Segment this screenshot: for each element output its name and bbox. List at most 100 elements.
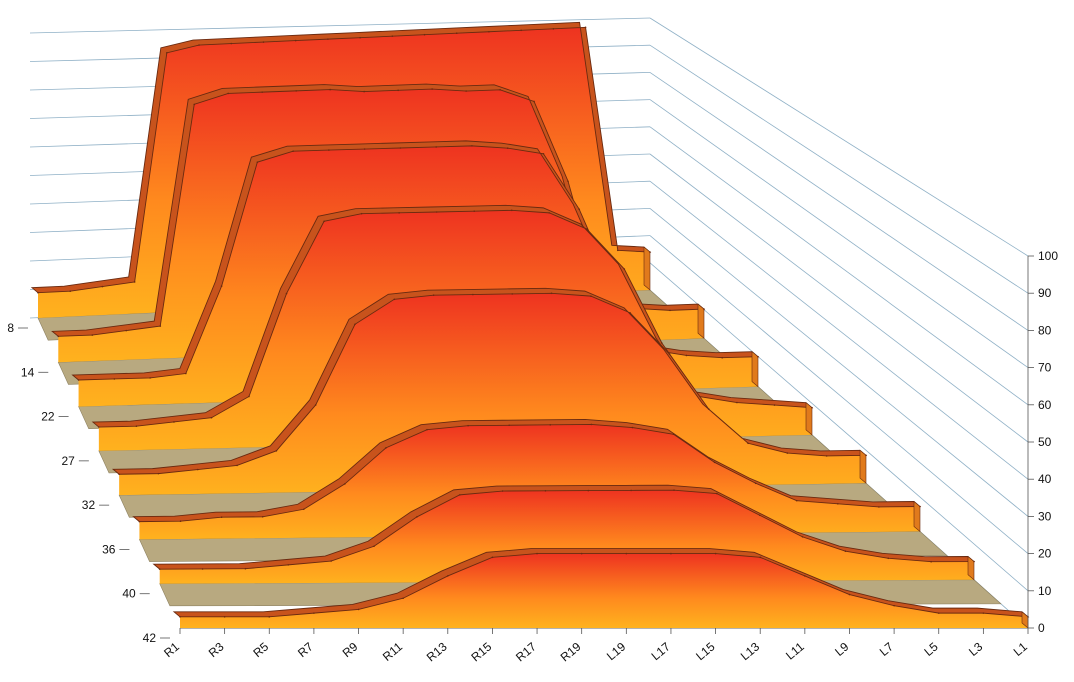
data-point — [385, 447, 387, 449]
x-tick-label: R1 — [161, 639, 182, 660]
data-point — [179, 616, 181, 618]
data-point — [227, 92, 230, 95]
x-tick-label: L1 — [1011, 639, 1030, 659]
data-point — [133, 281, 136, 283]
series-end-cap-32 — [859, 449, 867, 484]
x-tick-label: L11 — [783, 639, 807, 662]
x-tick-label: R3 — [206, 639, 227, 660]
data-point — [491, 556, 494, 559]
data-point — [323, 220, 325, 223]
data-point — [669, 309, 671, 312]
data-point — [919, 505, 921, 508]
side-gridline — [649, 235, 1029, 554]
data-point — [158, 568, 161, 570]
data-point — [295, 90, 297, 92]
data-point — [248, 395, 250, 398]
data-point — [536, 552, 538, 555]
data-point — [313, 612, 315, 614]
data-point — [758, 514, 761, 517]
data-point — [590, 295, 592, 297]
data-point — [506, 147, 509, 149]
data-point — [157, 472, 160, 475]
data-point — [520, 29, 522, 32]
x-tick-label: R7 — [295, 639, 316, 660]
data-point — [631, 426, 634, 429]
x-tick-label: L7 — [877, 639, 896, 659]
data-point — [101, 285, 104, 288]
z-tick-label: 30 — [1038, 509, 1052, 523]
data-point — [344, 483, 346, 485]
series-end-cap-8 — [643, 246, 651, 291]
data-point — [533, 100, 535, 103]
data-point — [488, 30, 490, 33]
data-point — [549, 424, 552, 426]
data-point — [359, 36, 361, 39]
side-gridline — [649, 17, 1029, 257]
z-tick-label: 0 — [1038, 621, 1045, 635]
data-point — [550, 292, 553, 295]
data-point — [844, 550, 847, 553]
side-gridline — [649, 208, 1029, 517]
side-gridline — [649, 153, 1029, 443]
data-point — [685, 354, 688, 357]
data-point — [256, 161, 259, 163]
data-point — [786, 452, 789, 454]
data-point — [135, 425, 138, 428]
x-tick-label: R9 — [340, 639, 361, 660]
data-point — [937, 612, 940, 614]
data-point — [37, 291, 39, 294]
series-end-cap-40 — [967, 555, 975, 581]
data-point — [91, 334, 94, 336]
data-point — [508, 424, 510, 427]
data-point — [499, 88, 501, 91]
data-point — [590, 423, 593, 426]
data-point — [703, 308, 705, 310]
data-point — [149, 377, 151, 379]
data-point — [328, 149, 330, 151]
data-point — [707, 408, 710, 410]
back-gridline — [29, 17, 651, 34]
data-point — [363, 90, 365, 93]
data-point — [302, 508, 305, 511]
data-point — [201, 568, 204, 570]
data-point — [511, 293, 514, 295]
data-point — [360, 212, 363, 215]
data-point — [329, 88, 331, 91]
data-point — [244, 567, 247, 570]
data-point — [416, 516, 418, 518]
data-point — [435, 146, 437, 148]
data-point — [268, 616, 271, 618]
series-label: 36 — [102, 542, 116, 556]
x-tick-label: L5 — [921, 639, 940, 659]
data-point — [801, 536, 804, 538]
data-point — [125, 329, 128, 332]
data-point — [661, 342, 663, 344]
series-face-42 — [180, 553, 1028, 628]
data-point — [616, 249, 619, 252]
z-tick-label: 100 — [1038, 249, 1058, 263]
data-point — [982, 612, 985, 614]
z-tick-label: 50 — [1038, 435, 1052, 449]
data-point — [759, 556, 762, 559]
data-point — [373, 545, 375, 548]
data-point — [57, 335, 60, 338]
z-tick-label: 20 — [1038, 547, 1052, 561]
x-tick-label: R17 — [513, 639, 539, 664]
data-point — [423, 33, 426, 36]
data-point — [510, 209, 513, 212]
data-point — [736, 401, 738, 404]
data-point — [138, 520, 141, 523]
data-point — [887, 557, 890, 560]
data-point — [391, 35, 394, 37]
series-layer — [30, 21, 1030, 629]
data-point — [220, 285, 223, 287]
z-tick-label: 80 — [1038, 323, 1052, 337]
data-point — [501, 490, 504, 492]
x-tick-label: L9 — [832, 639, 851, 659]
z-tick-label: 70 — [1038, 361, 1052, 375]
data-point — [292, 150, 294, 152]
data-point — [837, 502, 839, 505]
data-point — [261, 516, 264, 518]
z-tick-label: 10 — [1038, 584, 1052, 598]
